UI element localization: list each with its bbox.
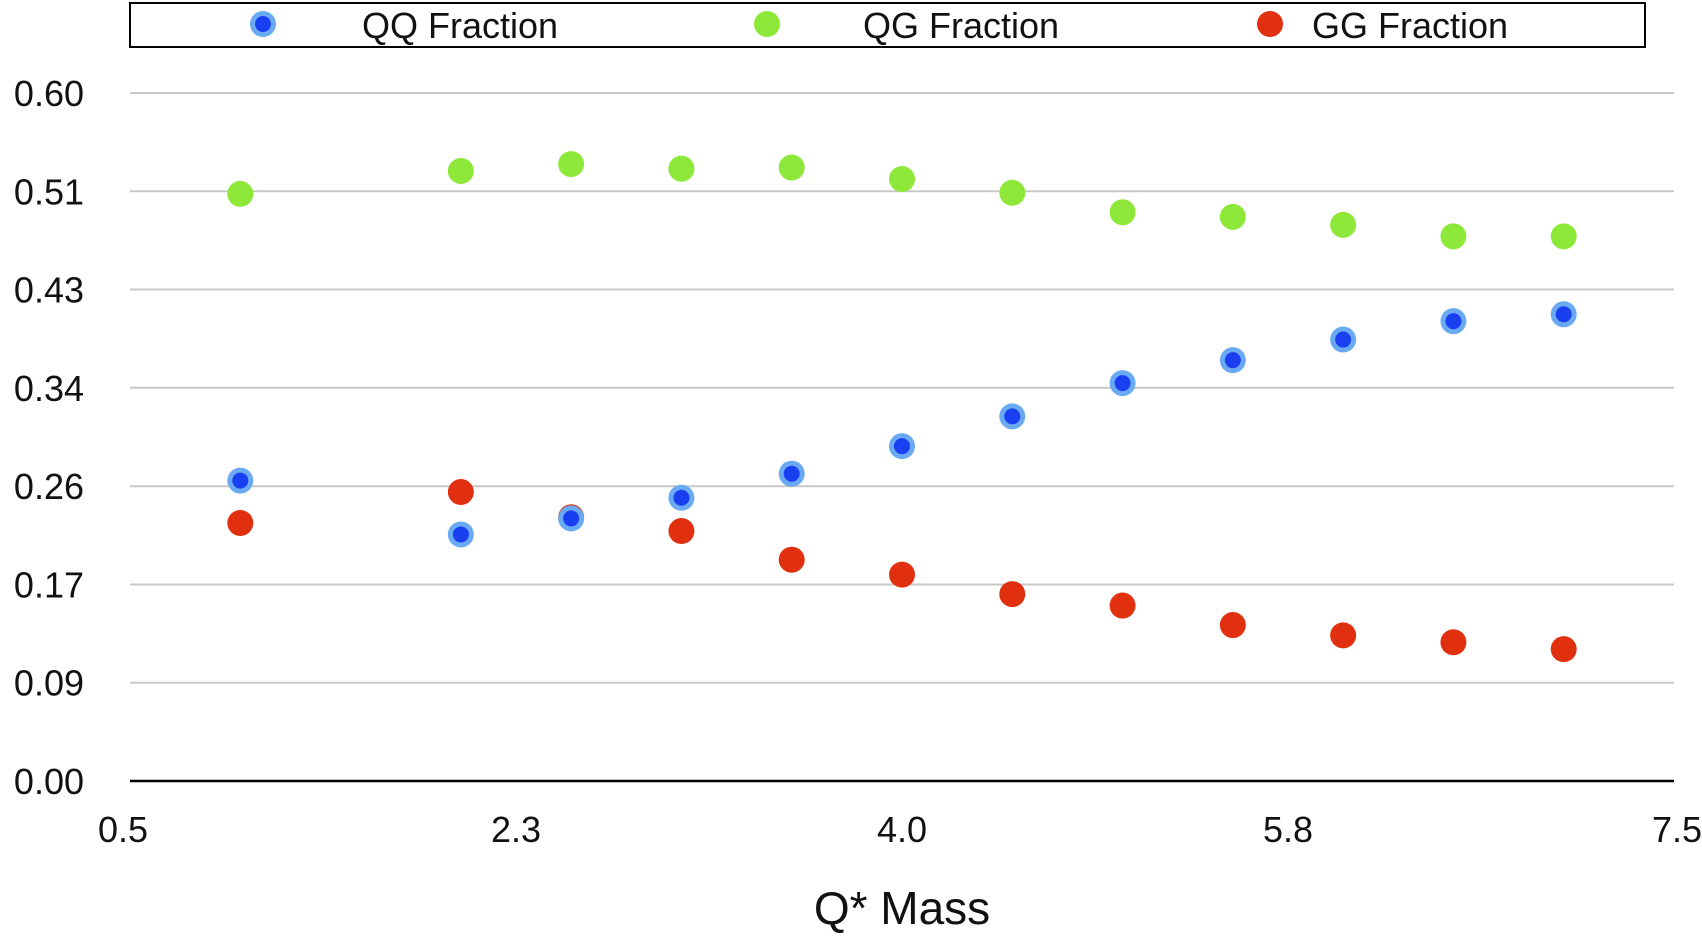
legend-item-qq: QQ Fraction — [250, 5, 558, 46]
point-gg — [447, 479, 474, 506]
point-gg — [889, 561, 915, 588]
legend-marker-gg — [1257, 11, 1283, 37]
point-qq — [1445, 313, 1462, 330]
legend-box — [129, 2, 1646, 48]
y-tick-label: 0.60 — [14, 73, 84, 114]
point-qg — [1550, 223, 1577, 250]
y-tick-label: 0.43 — [14, 270, 84, 311]
legend-label-qq: QQ Fraction — [362, 5, 558, 46]
y-tick-label: 0.34 — [14, 368, 84, 409]
x-axis-tick-labels: 0.5 2.3 4.0 5.8 7.5 — [98, 809, 1702, 850]
y-tick-label: 0.17 — [14, 564, 84, 605]
point-gg — [1109, 592, 1136, 619]
point-qg — [227, 180, 254, 207]
x-tick-label: 7.5 — [1652, 809, 1702, 850]
point-qg — [558, 151, 585, 178]
legend-marker-qg — [754, 11, 780, 37]
legend: QQ Fraction QG Fraction GG Fraction — [129, 2, 1646, 48]
y-tick-label: 0.26 — [14, 466, 84, 507]
x-tick-label: 5.8 — [1263, 809, 1313, 850]
point-qg — [1440, 223, 1467, 250]
point-gg — [668, 518, 695, 545]
point-qg — [889, 166, 915, 192]
point-gg — [1440, 629, 1467, 656]
legend-item-qg: QG Fraction — [754, 5, 1059, 46]
y-tick-label: 0.51 — [14, 171, 84, 212]
point-gg — [778, 546, 805, 573]
point-qg — [999, 179, 1026, 206]
legend-item-gg: GG Fraction — [1257, 5, 1508, 46]
point-qq — [232, 472, 249, 489]
point-gg — [999, 581, 1026, 608]
point-gg — [227, 510, 254, 536]
series-gg — [227, 479, 1577, 663]
point-qq — [783, 465, 800, 482]
point-gg — [1550, 636, 1577, 663]
point-qq — [673, 489, 690, 506]
point-qg — [447, 157, 474, 184]
x-tick-label: 4.0 — [877, 809, 927, 850]
point-qg — [1109, 199, 1136, 226]
point-qq — [452, 526, 469, 543]
x-tick-label: 2.3 — [491, 809, 541, 850]
point-qg — [1219, 203, 1246, 230]
series-qg — [227, 151, 1577, 250]
y-axis-tick-labels: 0.00 0.09 0.17 0.26 0.34 0.43 0.51 0.60 — [14, 73, 84, 802]
x-axis-title: Q* Mass — [814, 882, 990, 934]
point-qq — [1224, 352, 1241, 369]
point-qg — [1330, 211, 1357, 238]
data-points — [227, 151, 1577, 663]
point-qq — [1114, 375, 1131, 392]
point-qq — [1335, 331, 1352, 348]
legend-label-gg: GG Fraction — [1312, 5, 1508, 46]
legend-label-qg: QG Fraction — [863, 5, 1059, 46]
y-tick-label: 0.00 — [14, 761, 84, 802]
point-qq — [1004, 408, 1021, 425]
y-tick-label: 0.09 — [14, 663, 84, 704]
point-gg — [1219, 612, 1246, 639]
point-qg — [778, 154, 805, 181]
point-gg — [1330, 622, 1357, 649]
legend-marker-qq — [255, 16, 271, 32]
point-qg — [668, 155, 695, 182]
point-qq — [563, 510, 580, 527]
point-qq — [1555, 306, 1572, 323]
series-qq — [227, 301, 1577, 548]
point-qq — [894, 438, 910, 455]
x-tick-label: 0.5 — [98, 809, 148, 850]
